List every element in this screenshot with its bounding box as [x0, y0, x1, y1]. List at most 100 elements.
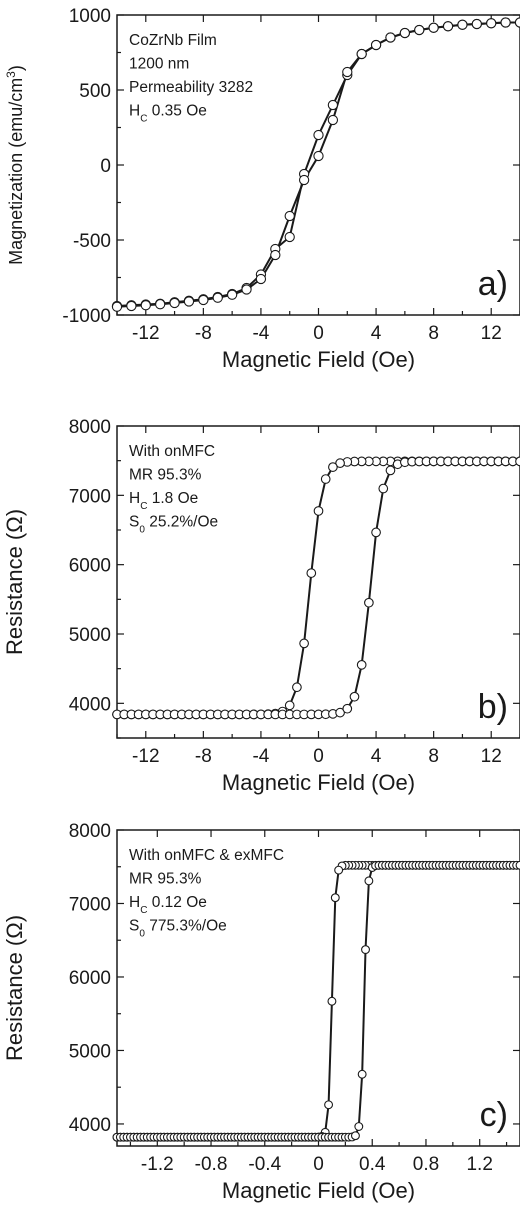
data-point [370, 39, 382, 51]
x-tick-label: 12 [481, 746, 502, 767]
data-point [284, 700, 295, 711]
data-point [270, 249, 281, 261]
data-point [364, 876, 374, 886]
y-tick-label: 5000 [69, 1041, 111, 1062]
y-axis-title: Resistance (Ω) [2, 509, 27, 655]
data-point [284, 210, 295, 222]
annotation-line: S0 775.3%/Oe [129, 918, 227, 940]
chart-c: -1.2 -0.8 -0.4 0 0.4 0.8 1.2 4000 5000 6000 7000 80… [2, 821, 520, 1203]
data-point [313, 506, 324, 516]
y-tick-label: 4000 [69, 1115, 111, 1136]
y-tick-label: 7000 [69, 894, 111, 915]
annotation-line: MR 95.3% [129, 467, 202, 484]
panel-label: c) [480, 1096, 508, 1134]
chart-b: -12 -8 -4 0 4 8 12 4000 5000 6000 7000 8000 Magnetic… [2, 417, 520, 795]
data-point [140, 300, 151, 311]
y-tick-label: -1000 [62, 306, 111, 327]
annotation-line: 1200 nm [129, 56, 189, 73]
data-point [327, 114, 339, 126]
data-point [320, 474, 331, 484]
data-point [328, 462, 338, 472]
data-point [349, 691, 360, 702]
data-point [255, 273, 267, 285]
annotation-line: CoZrNb Film [129, 32, 217, 49]
y-tick-label: 7000 [69, 486, 111, 507]
x-tick-label: -4 [252, 746, 269, 767]
data-point [342, 66, 353, 78]
data-point [342, 703, 353, 714]
x-tick-label: -0.8 [195, 1154, 228, 1175]
data-point [299, 638, 309, 649]
data-point [486, 18, 497, 29]
data-point [371, 527, 381, 538]
data-point [361, 945, 370, 955]
data-point [515, 456, 520, 467]
x-tick-label: -12 [132, 746, 159, 767]
x-tick-label: -8 [195, 746, 212, 767]
data-point [515, 860, 520, 870]
data-point [414, 24, 425, 36]
annotation-line: With onMFC [129, 443, 215, 460]
data-point [327, 996, 337, 1006]
data-point [357, 1069, 367, 1079]
data-point [284, 231, 295, 243]
x-tick-label: -8 [195, 323, 212, 344]
data-point [385, 465, 396, 476]
data-point [334, 865, 344, 875]
y-tick-label: 4000 [69, 694, 111, 715]
y-tick-label: 6000 [69, 556, 111, 577]
data-point [335, 458, 345, 469]
annotation-line: Permeability 3282 [129, 79, 253, 96]
x-tick-label: 1.2 [466, 1154, 492, 1175]
y-tick-label: 500 [79, 81, 111, 102]
x-tick-label: -0.4 [248, 1154, 281, 1175]
data-point [313, 129, 324, 141]
y-tick-label: -500 [73, 231, 111, 252]
data-point [155, 299, 166, 310]
x-tick-label: -4 [252, 323, 269, 344]
x-tick-label: 4 [371, 746, 382, 767]
y-tick-label: 5000 [69, 625, 111, 646]
y-tick-label: 8000 [69, 821, 111, 842]
panel-label: a) [478, 265, 508, 303]
y-tick-label: 0 [100, 156, 111, 177]
data-point [364, 597, 374, 608]
x-tick-label: 0.8 [413, 1154, 439, 1175]
data-point [356, 659, 367, 670]
annotation-line: S0 25.2%/Oe [129, 514, 218, 536]
data-point [324, 1100, 334, 1110]
data-point [378, 483, 389, 494]
x-axis-title: Magnetic Field (Oe) [222, 1178, 415, 1203]
data-point [111, 301, 123, 312]
data-point [330, 893, 340, 903]
data-point [241, 284, 252, 295]
annotation-line: HC 1.8 Oe [129, 490, 198, 512]
annotation-line: MR 95.3% [129, 871, 202, 888]
data-point [471, 18, 482, 30]
x-axis-title: Magnetic Field (Oe) [222, 347, 415, 372]
data-point [500, 17, 511, 28]
data-point [428, 22, 439, 33]
data-point [169, 297, 180, 309]
y-axis-title: Resistance (Ω) [2, 915, 27, 1061]
data-point [327, 99, 339, 111]
panel-label: b) [478, 688, 508, 726]
y-axis-title: Magnetization (emu/cm3) [4, 65, 26, 265]
x-tick-label: -12 [132, 323, 159, 344]
data-point [292, 682, 302, 693]
x-tick-label: 0 [313, 1154, 324, 1175]
annotation-line: With onMFC & exMFC [129, 847, 284, 864]
annotation-line: HC 0.35 Oe [129, 103, 207, 125]
x-tick-label: 12 [481, 323, 502, 344]
x-tick-label: 4 [371, 323, 382, 344]
data-point [442, 21, 454, 32]
data-point [457, 19, 468, 30]
x-tick-label: 8 [428, 323, 439, 344]
data-point [356, 48, 367, 60]
data-point [350, 1131, 360, 1141]
x-axis-title: Magnetic Field (Oe) [222, 770, 415, 795]
data-point [306, 568, 317, 578]
x-tick-label: 0.4 [359, 1154, 386, 1175]
y-tick-label: 1000 [69, 6, 111, 27]
data-point [298, 174, 310, 186]
